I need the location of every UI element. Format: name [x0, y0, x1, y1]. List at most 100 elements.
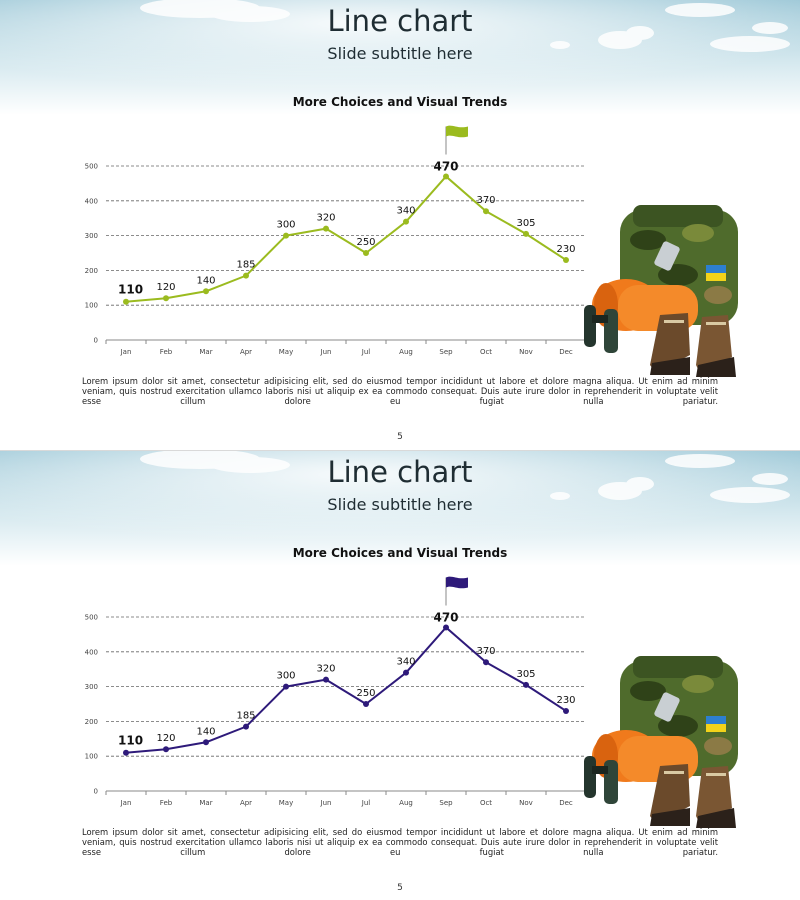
data-point: [523, 230, 529, 237]
x-tick-label: Jul: [361, 348, 371, 356]
data-label: 230: [556, 244, 575, 255]
x-tick-label: Jun: [320, 799, 332, 807]
data-label: 110: [118, 734, 143, 748]
data-point: [483, 659, 489, 666]
data-point: [123, 298, 129, 305]
cloud-icon: [140, 451, 790, 503]
data-point: [563, 707, 569, 714]
y-tick-label: 200: [85, 718, 98, 726]
data-point: [283, 683, 289, 690]
x-tick-label: May: [279, 348, 293, 356]
slide-2: Line chart Slide subtitle here More Choi…: [0, 450, 800, 900]
x-tick-label: Apr: [240, 799, 252, 807]
x-tick-label: Nov: [519, 799, 533, 807]
x-tick-label: Dec: [559, 348, 573, 356]
x-tick-label: Oct: [480, 799, 492, 807]
x-tick-label: Oct: [480, 348, 492, 356]
data-point: [203, 288, 209, 295]
series-line: [125, 626, 567, 754]
data-label: 120: [156, 282, 175, 293]
y-tick-label: 200: [85, 267, 98, 275]
data-label: 340: [396, 657, 415, 668]
data-label: 185: [236, 711, 255, 722]
slide-subtitle: Slide subtitle here: [327, 495, 473, 514]
data-label: 120: [156, 733, 175, 744]
x-tick-label: Nov: [519, 348, 533, 356]
y-tick-label: 0: [94, 788, 98, 796]
data-point: [443, 624, 449, 631]
x-tick-label: Feb: [160, 799, 173, 807]
data-label: 470: [433, 610, 458, 624]
y-tick-label: 500: [85, 163, 98, 171]
data-label: 250: [356, 688, 375, 699]
data-point: [163, 295, 169, 302]
flag-icon: [445, 576, 468, 606]
line-chart: 0 100 200 300 400 500 Jan Feb Mar Apr May Jun Jul Aug…: [85, 125, 587, 356]
y-tick-label: 500: [85, 614, 98, 622]
x-tick-label: Aug: [399, 799, 413, 807]
data-label: 320: [316, 664, 335, 675]
data-label: 305: [516, 218, 535, 229]
data-label: 230: [556, 695, 575, 706]
data-point: [323, 676, 329, 683]
data-point: [243, 723, 249, 730]
page-number: 5: [397, 432, 403, 442]
y-tick-label: 100: [85, 753, 98, 761]
x-tick-label: Mar: [199, 348, 212, 356]
body-text: Lorem ipsum dolor sit amet, consectetur …: [82, 827, 718, 857]
data-label: 110: [118, 283, 143, 297]
hiking-gear-icon: [584, 656, 738, 828]
chart-title: More Choices and Visual Trends: [292, 95, 508, 109]
sky-banner: [0, 0, 800, 115]
data-point: [363, 250, 369, 256]
series-line: [125, 175, 567, 303]
y-tick-label: 300: [85, 683, 98, 691]
data-point: [403, 669, 409, 676]
data-point: [403, 218, 409, 225]
data-point: [283, 232, 289, 239]
slide-title: Line chart: [327, 4, 473, 38]
x-tick-label: Dec: [559, 799, 573, 807]
data-point: [163, 746, 169, 753]
hiking-gear-icon: [584, 205, 738, 377]
x-tick-label: Sep: [439, 799, 453, 807]
slide-subtitle: Slide subtitle here: [327, 44, 473, 63]
x-tick-label: Feb: [160, 348, 173, 356]
data-point: [123, 749, 129, 756]
slide-title: Line chart: [327, 455, 473, 489]
x-tick-label: May: [279, 799, 293, 807]
data-label: 470: [433, 159, 458, 173]
line-chart: 0 100 200 300 400 500 Jan Feb Mar Apr May Jun Jul Aug…: [85, 576, 587, 807]
page-number: 5: [397, 883, 403, 893]
body-text: Lorem ipsum dolor sit amet, consectetur …: [82, 376, 718, 406]
slide-1: Line chart Slide subtitle here More Choi…: [0, 0, 800, 442]
data-point: [523, 681, 529, 688]
data-label: 340: [396, 206, 415, 217]
chart-title: More Choices and Visual Trends: [292, 546, 508, 560]
data-label: 185: [236, 260, 255, 271]
data-point: [443, 173, 449, 180]
x-tick-label: Aug: [399, 348, 413, 356]
x-tick-label: Jun: [320, 348, 332, 356]
data-label: 140: [196, 275, 215, 286]
data-label: 370: [476, 646, 495, 657]
y-tick-label: 300: [85, 232, 98, 240]
y-tick-label: 100: [85, 302, 98, 310]
data-label: 370: [476, 195, 495, 206]
data-label: 305: [516, 669, 535, 680]
data-label: 250: [356, 237, 375, 248]
x-tick-label: Jul: [361, 799, 371, 807]
data-label: 300: [276, 671, 295, 682]
x-tick-label: Jan: [120, 348, 132, 356]
x-tick-label: Apr: [240, 348, 252, 356]
cloud-icon: [140, 0, 790, 52]
y-tick-label: 0: [94, 337, 98, 345]
data-label: 320: [316, 213, 335, 224]
x-tick-label: Sep: [439, 348, 453, 356]
y-tick-label: 400: [85, 197, 98, 205]
data-point: [483, 208, 489, 215]
y-tick-label: 400: [85, 648, 98, 656]
x-tick-label: Mar: [199, 799, 212, 807]
data-point: [563, 256, 569, 263]
data-point: [243, 272, 249, 279]
